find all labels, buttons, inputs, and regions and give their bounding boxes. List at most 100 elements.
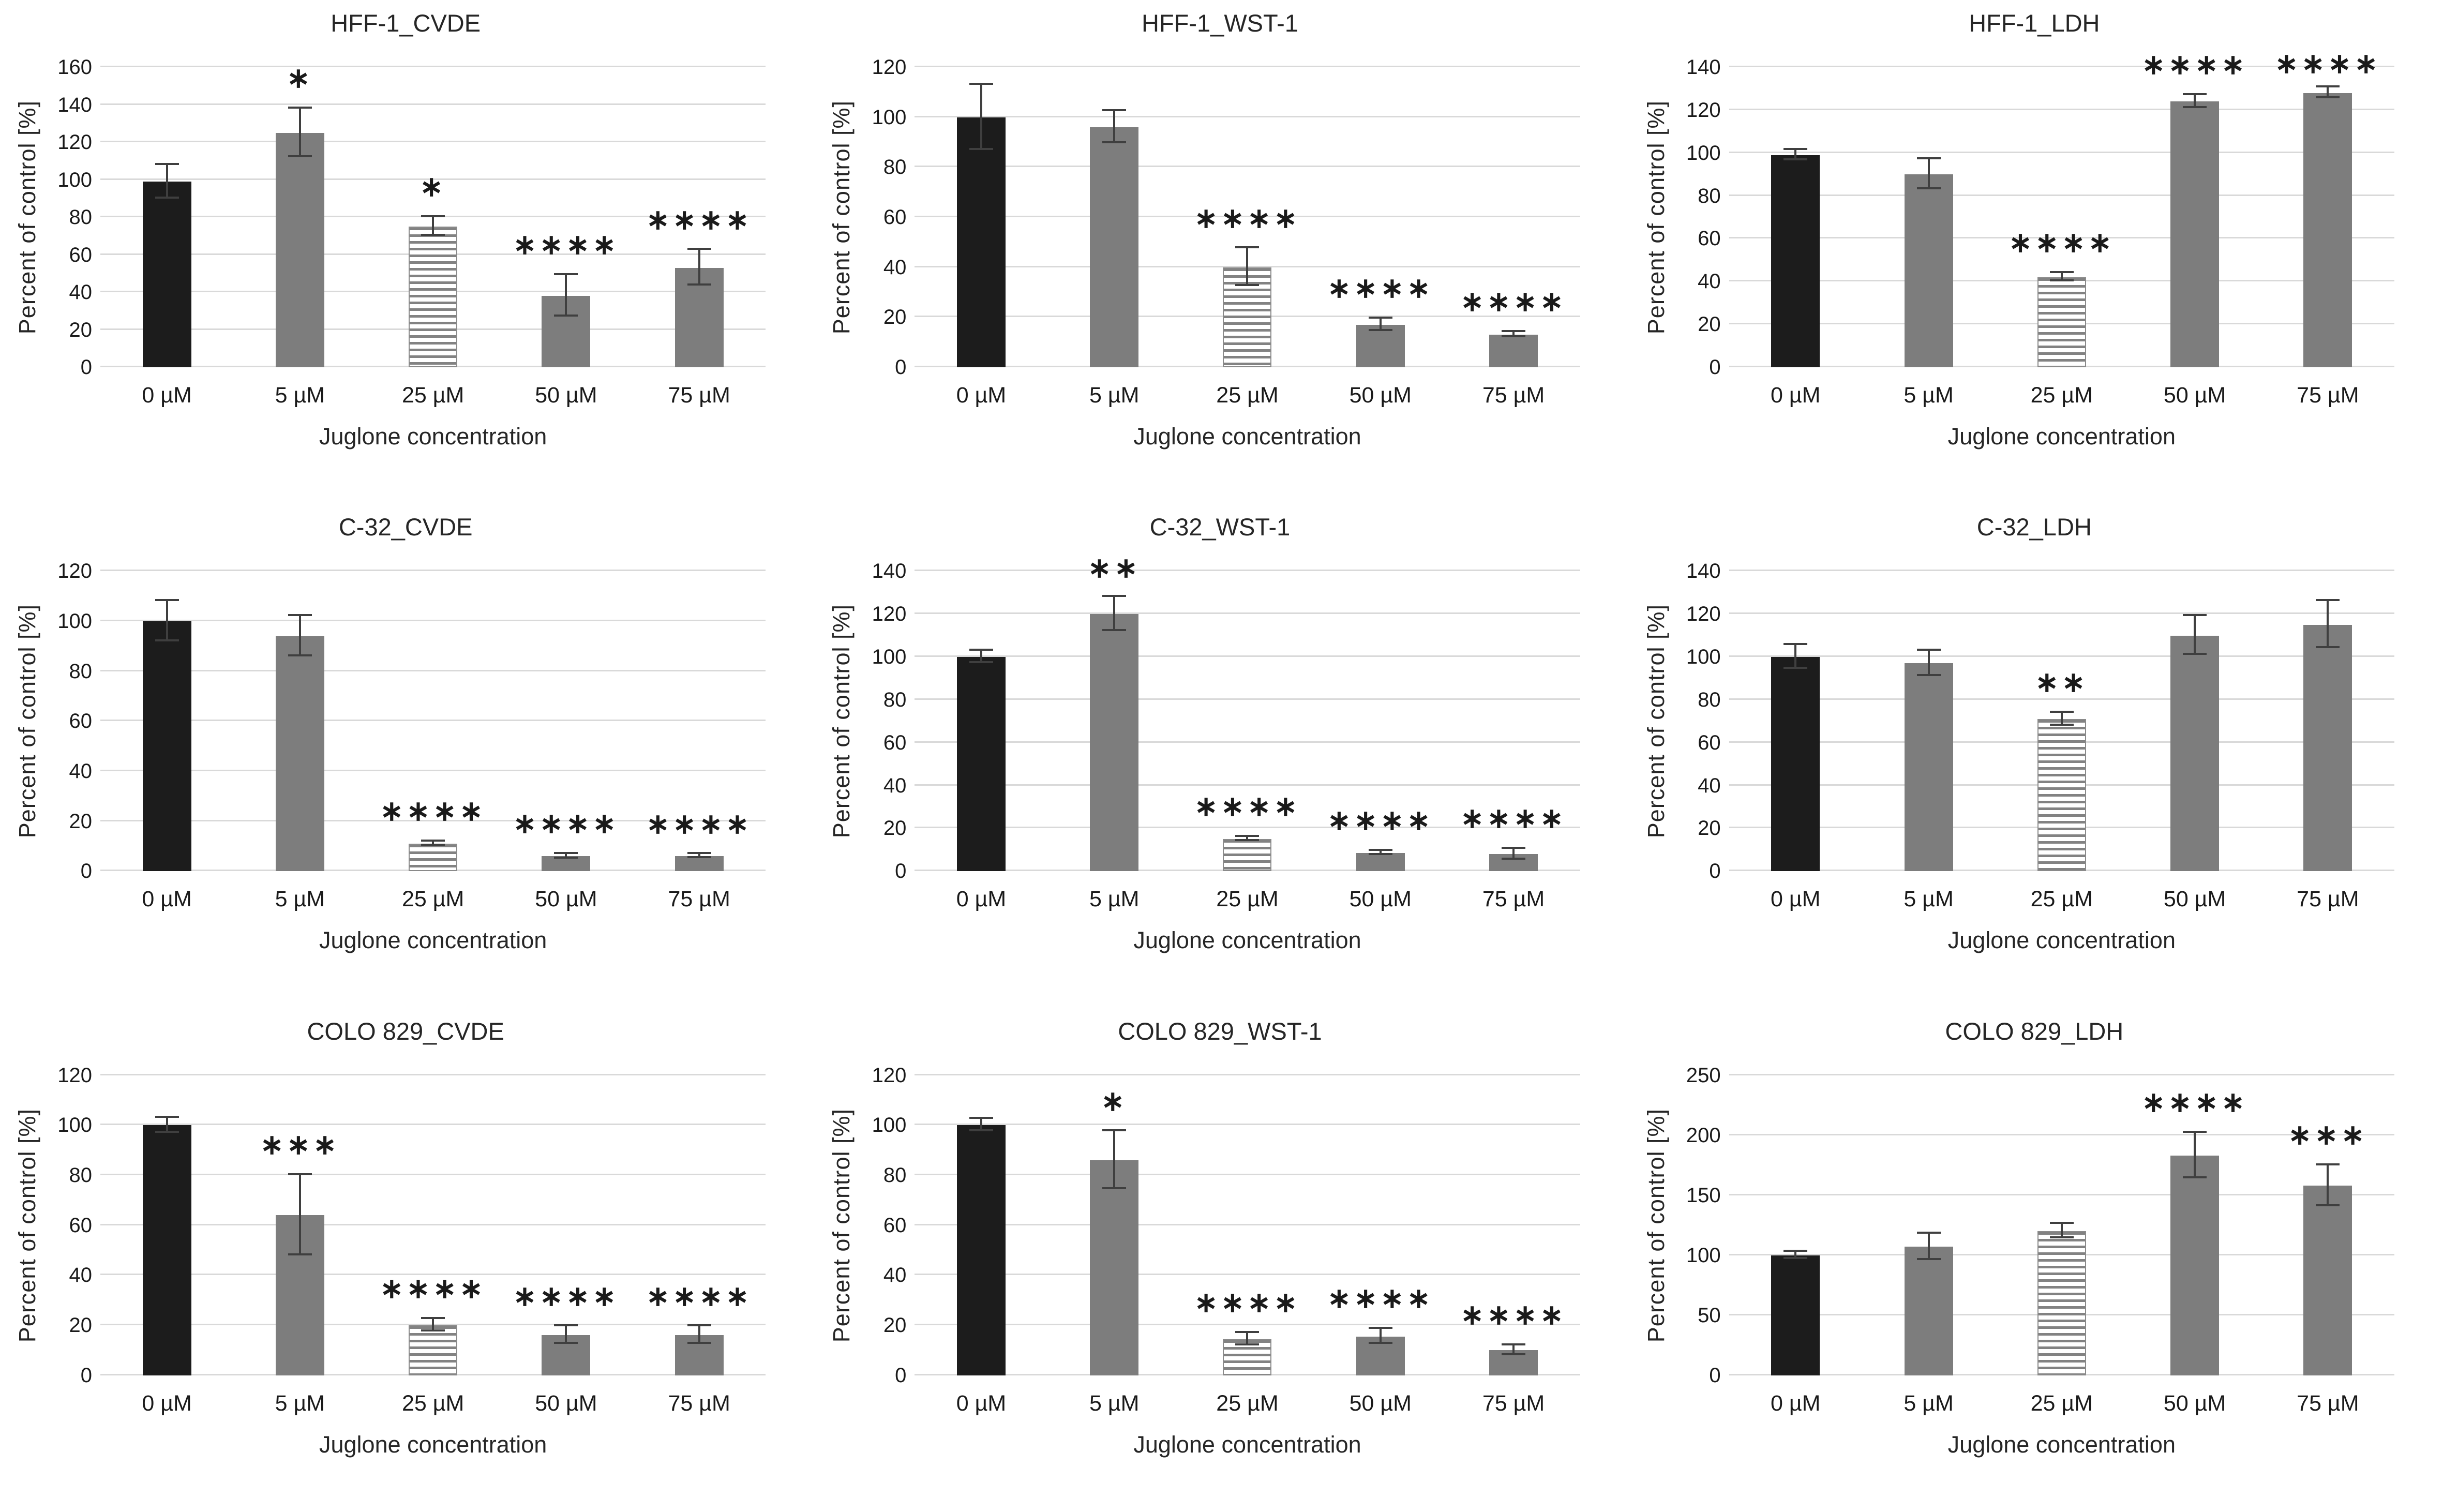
error-bar-cap: [1102, 109, 1127, 111]
x-tick-label: 75 µM: [1482, 887, 1545, 912]
x-tick-label: 25 µM: [2030, 1390, 2093, 1416]
bar-5-um: [1904, 1247, 1953, 1375]
error-bar-cap: [1102, 595, 1127, 597]
gridline: [1729, 612, 2394, 615]
y-tick-label: 60: [1698, 227, 1721, 250]
error-bar-cap: [1502, 1343, 1526, 1345]
gridline: [1729, 1193, 2394, 1195]
y-tick-label: 60: [883, 206, 907, 229]
error-bar-cap: [2049, 279, 2074, 282]
chart-body: Percent of control [%] 0 20 40 60 80 100 120 140…: [822, 554, 1617, 954]
error-bar: [698, 250, 700, 286]
error-bar: [298, 1175, 301, 1255]
error-bar-cap: [1235, 1330, 1260, 1333]
x-tick-label: 50 µM: [535, 887, 597, 912]
chart-panel-c-32-ldh: C-32_LDH Percent of control [%] 0 20 40 60 80 1…: [1629, 504, 2443, 1008]
error-bar: [2327, 1165, 2329, 1206]
y-tick-label: 40: [69, 281, 93, 304]
y-tick-label: 40: [883, 256, 907, 279]
chart-main: ∗∗∗∗ ∗∗∗∗ ∗∗∗∗ 0 µM 5 µM 25 µM 50 µM 75 µM Juglo…: [915, 66, 1617, 450]
error-bar-cap: [1102, 629, 1127, 632]
error-bar: [2194, 95, 2196, 108]
y-tick-label: 80: [69, 206, 93, 229]
chart-title: HFF-1_CVDE: [331, 9, 481, 37]
significance-stars: ∗∗∗∗: [380, 796, 486, 827]
error-bar-cap: [1916, 1257, 1941, 1260]
gridline: [1729, 1133, 2394, 1135]
error-bar-cap: [1783, 643, 1808, 646]
significance-stars: ∗: [1101, 1085, 1128, 1117]
x-tick-label: 0 µM: [1771, 1390, 1821, 1416]
significance-stars: ∗∗∗∗: [646, 808, 753, 840]
bar-75-um: [2303, 1186, 2352, 1375]
gridline: [915, 784, 1580, 786]
gridline: [915, 115, 1580, 117]
gridline: [915, 698, 1580, 700]
bar-5-um: [275, 132, 324, 367]
x-tick-label: 5 µM: [1904, 887, 1954, 912]
x-tick-label: 0 µM: [142, 1390, 192, 1416]
error-bar-cap: [1916, 674, 1941, 677]
y-tick-label: 0: [895, 356, 907, 379]
error-bar: [298, 108, 301, 157]
y-tick-label: 120: [1686, 98, 1721, 122]
significance-stars: ∗∗∗∗: [1327, 1283, 1434, 1314]
gridline: [915, 1174, 1580, 1175]
bar-75-um: [675, 856, 724, 872]
gridline: [100, 770, 766, 771]
chart-main: ∗ ∗ ∗∗∗∗ ∗∗∗∗ 0 µM 5 µM 25 µM 50 µM 75 µM Juglone…: [100, 64, 803, 450]
error-bar-cap: [687, 283, 711, 286]
chart-main: ∗∗∗∗ ∗∗∗∗ ∗∗∗∗ 0 µM 5 µM 25 µM 50 µM 75 µM Juglo…: [100, 570, 803, 954]
error-bar-cap: [1502, 330, 1526, 333]
x-tick-label: 5 µM: [1904, 383, 1954, 408]
bar-0-um: [142, 621, 191, 872]
error-bar: [1379, 318, 1382, 331]
x-tick-label: 0 µM: [142, 383, 192, 408]
x-axis-ticks: 0 µM 5 µM 25 µM 50 µM 75 µM: [1729, 1375, 2394, 1429]
error-bar-cap: [1502, 1353, 1526, 1355]
y-axis-label-column: Percent of control [%]: [1637, 67, 1675, 367]
y-tick-label: 140: [872, 560, 907, 583]
error-bar-cap: [2316, 85, 2340, 88]
error-bar-cap: [2316, 96, 2340, 99]
gridline: [100, 720, 766, 722]
gridline: [915, 570, 1580, 572]
y-axis-ticks: 0 20 40 60 80 100 120 140: [861, 561, 915, 881]
x-tick-label: 50 µM: [2163, 1390, 2226, 1416]
y-tick-label: 40: [69, 760, 93, 783]
x-tick-label: 5 µM: [1904, 1390, 1954, 1416]
bar-0-um: [142, 182, 191, 367]
gridline: [915, 655, 1580, 657]
y-tick-label: 40: [883, 774, 907, 797]
chart-title: C-32_LDH: [1976, 513, 2092, 541]
y-axis-ticks: 0 20 40 60 80 100 120 140: [1675, 561, 1729, 881]
error-bar-cap: [554, 857, 578, 859]
x-axis-ticks: 0 µM 5 µM 25 µM 50 µM 75 µM: [915, 367, 1580, 421]
chart-main: ∗∗∗ ∗∗∗∗ ∗∗∗∗ ∗∗∗∗ 0 µM 5 µM 25 µM 50 µM 75 µM Ju…: [100, 1073, 803, 1458]
y-tick-label: 40: [69, 1264, 93, 1287]
x-tick-label: 50 µM: [1349, 1390, 1412, 1416]
gridline: [915, 1124, 1580, 1126]
y-axis-label-column: Percent of control [%]: [1637, 1075, 1675, 1375]
significance-stars: ∗∗∗∗: [513, 807, 619, 839]
y-tick-label: 100: [1686, 646, 1721, 669]
gridline: [100, 141, 766, 142]
bar-0-um: [1771, 657, 1820, 872]
plot-area: ∗∗ ∗∗∗∗ ∗∗∗∗ ∗∗∗∗: [915, 554, 1580, 872]
significance-stars: ∗∗∗∗: [513, 229, 619, 261]
y-tick-label: 120: [1686, 603, 1721, 626]
chart-body: Percent of control [%] 0 20 40 60 80 100 120 ∗∗∗…: [8, 561, 803, 954]
error-bar-cap: [2183, 106, 2207, 108]
error-bar-cap: [969, 147, 993, 150]
y-tick-label: 40: [1698, 774, 1721, 797]
y-tick-label: 40: [1698, 270, 1721, 293]
error-bar-cap: [1368, 853, 1392, 856]
y-tick-label: 20: [883, 817, 907, 840]
bar-25-um: [2037, 719, 2086, 872]
error-bar: [166, 164, 168, 199]
error-bar: [980, 1119, 982, 1132]
x-axis-label: Juglone concentration: [1947, 927, 2176, 954]
x-tick-label: 75 µM: [668, 887, 730, 912]
y-axis-label-column: Percent of control [%]: [822, 67, 861, 367]
y-axis-ticks: 0 20 40 60 80 100 120 140: [1675, 57, 1729, 378]
